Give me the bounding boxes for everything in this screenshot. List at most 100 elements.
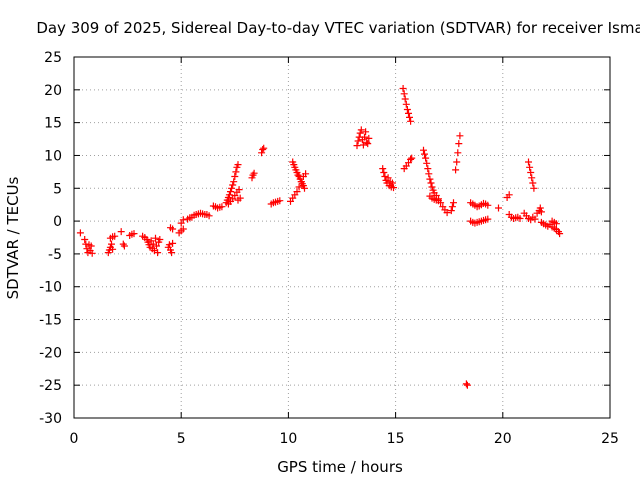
data-point xyxy=(363,138,371,146)
data-point xyxy=(130,230,138,238)
chart-title: Day 309 of 2025, Sidereal Day-to-day VTE… xyxy=(36,19,640,37)
data-point xyxy=(408,154,416,162)
x-tick-label: 25 xyxy=(601,431,619,447)
x-tick-label: 0 xyxy=(70,431,79,447)
data-point xyxy=(463,381,471,389)
data-point xyxy=(365,134,373,142)
data-point xyxy=(169,239,177,247)
data-point xyxy=(276,197,284,205)
data-point xyxy=(388,179,396,187)
y-tick-label: 10 xyxy=(44,148,62,164)
data-point xyxy=(364,140,372,148)
data-point xyxy=(301,184,308,192)
data-point xyxy=(427,179,435,187)
data-point xyxy=(361,133,368,141)
data-point xyxy=(165,241,173,249)
data-point xyxy=(423,159,431,167)
data-point xyxy=(421,150,428,158)
data-point xyxy=(250,169,258,177)
data-point xyxy=(454,149,462,157)
data-point xyxy=(528,174,536,182)
data-point xyxy=(294,171,302,179)
data-point xyxy=(420,146,427,154)
grid xyxy=(74,57,610,418)
data-point xyxy=(225,191,233,199)
data-point xyxy=(390,184,397,192)
data-point xyxy=(407,155,415,163)
y-tick-label: -10 xyxy=(39,280,62,296)
data-point xyxy=(152,234,159,242)
data-point xyxy=(228,184,236,192)
data-point xyxy=(302,170,310,178)
data-point xyxy=(259,146,267,153)
data-point xyxy=(425,170,433,178)
data-point xyxy=(426,175,434,183)
data-point xyxy=(260,144,268,152)
y-tick-label: -25 xyxy=(39,378,62,394)
y-axis-label: SDTVAR / TECUs xyxy=(4,176,22,299)
data-point xyxy=(205,212,213,220)
data-point xyxy=(230,178,238,186)
data-point xyxy=(401,95,409,103)
x-tick-label: 15 xyxy=(387,431,405,447)
data-point xyxy=(424,165,432,173)
plot-frame xyxy=(73,56,611,419)
x-tick-label: 10 xyxy=(279,431,297,447)
y-tick-label: 0 xyxy=(53,214,62,230)
data-point xyxy=(232,168,240,176)
data-point xyxy=(153,242,160,250)
data-point xyxy=(406,113,413,121)
axis-ticks: 0 5 10 15 20 25 -30 -25 -20 -15 -10 -5 0 5 10 15 20 25 xyxy=(39,50,619,447)
data-point xyxy=(169,225,177,233)
data-point xyxy=(218,203,226,211)
data-point xyxy=(407,117,415,125)
data-point xyxy=(87,242,95,250)
data-point xyxy=(428,183,436,191)
data-point xyxy=(530,184,538,192)
data-point xyxy=(526,163,534,171)
x-tick-label: 5 xyxy=(177,431,186,447)
data-point xyxy=(293,188,301,196)
data-point xyxy=(505,191,513,199)
data-point xyxy=(443,209,451,217)
data-point xyxy=(234,161,242,169)
data-point xyxy=(236,194,244,202)
y-tick-label: -30 xyxy=(39,411,62,427)
x-axis-label: GPS time / hours xyxy=(277,458,403,476)
data-point xyxy=(295,183,303,191)
data-point xyxy=(235,186,243,194)
data-point xyxy=(455,140,463,148)
data-point xyxy=(179,225,187,233)
data-point xyxy=(81,236,89,243)
data-point xyxy=(108,240,115,248)
data-point xyxy=(354,137,362,145)
data-point xyxy=(447,207,455,215)
data-point xyxy=(405,109,412,117)
y-tick-label: -15 xyxy=(39,313,62,329)
data-point xyxy=(403,106,411,113)
data-point xyxy=(168,249,176,257)
data-point xyxy=(88,249,96,257)
data-point xyxy=(402,100,410,108)
data-point xyxy=(399,85,407,92)
data-point xyxy=(453,158,461,166)
data-point xyxy=(117,228,125,236)
data-point xyxy=(484,215,492,223)
data-point xyxy=(531,215,539,223)
data-point xyxy=(435,197,442,205)
data-point xyxy=(353,142,361,150)
data-point xyxy=(529,179,537,187)
data-point xyxy=(400,90,408,98)
data-point xyxy=(381,173,389,180)
data-point xyxy=(379,165,387,173)
data-point xyxy=(552,220,560,228)
data-point xyxy=(380,169,388,176)
data-point xyxy=(525,158,532,166)
data-point xyxy=(456,132,464,140)
data-point xyxy=(495,204,502,212)
data-point xyxy=(120,242,128,250)
y-tick-label: 20 xyxy=(44,83,62,99)
data-point xyxy=(484,201,492,209)
y-tick-label: 15 xyxy=(44,116,62,132)
